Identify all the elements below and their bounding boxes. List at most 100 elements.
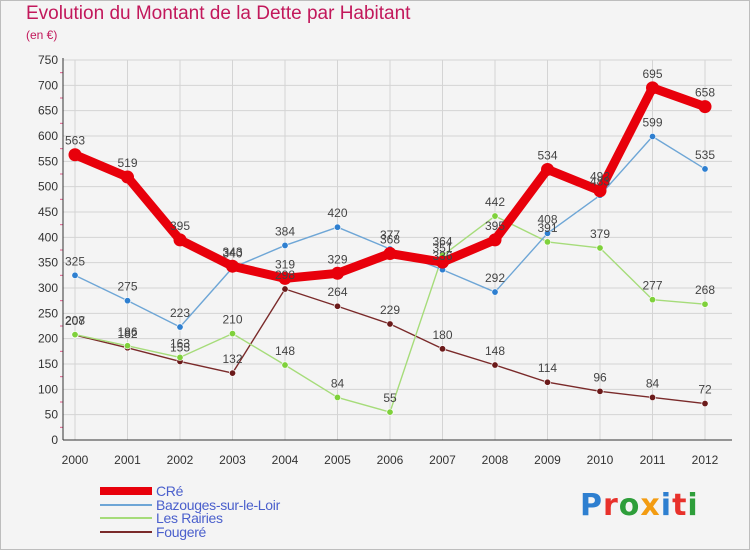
x-tick-label: 2005 — [324, 453, 351, 467]
data-label: 182 — [117, 327, 137, 341]
data-point — [68, 148, 82, 162]
data-point — [333, 393, 341, 401]
x-tick-label: 2012 — [692, 453, 719, 467]
data-label: 155 — [170, 340, 190, 354]
data-point — [596, 387, 604, 395]
data-point — [71, 331, 79, 339]
y-tick-label: 550 — [38, 154, 58, 168]
y-tick-label: 700 — [38, 78, 58, 92]
logo-letter: t — [672, 488, 688, 523]
plot-area — [63, 60, 732, 440]
data-label: 377 — [380, 228, 400, 242]
data-label: 442 — [485, 195, 505, 209]
data-point — [333, 223, 341, 231]
data-label: 483 — [590, 174, 610, 188]
series-les-rairies — [71, 212, 709, 416]
data-point — [701, 300, 709, 308]
data-label: 84 — [331, 376, 345, 390]
y-tick-label: 200 — [38, 332, 58, 346]
data-point — [331, 266, 344, 280]
data-point — [281, 285, 289, 293]
data-point — [491, 361, 499, 369]
data-label: 329 — [327, 252, 347, 266]
logo-letter: o — [618, 488, 641, 523]
data-label: 210 — [222, 313, 242, 327]
x-tick-label: 2001 — [114, 453, 141, 467]
x-tick-label: 2009 — [534, 453, 561, 467]
data-point — [386, 320, 394, 328]
data-point — [383, 247, 397, 261]
data-label: 186 — [117, 325, 137, 339]
data-point — [698, 100, 712, 114]
y-tick-label: 650 — [38, 104, 58, 118]
legend-swatch — [100, 487, 152, 495]
data-point — [593, 184, 607, 198]
data-label: 148 — [275, 344, 295, 358]
x-tick-label: 2008 — [482, 453, 509, 467]
data-label: 599 — [642, 116, 662, 130]
data-label: 114 — [538, 361, 557, 375]
data-label: 351 — [432, 241, 452, 255]
data-point — [596, 244, 604, 252]
chart-title: Evolution du Montant de la Dette par Hab… — [26, 3, 411, 24]
data-point — [124, 297, 132, 305]
y-tick-label: 400 — [38, 230, 58, 244]
legend-label: Les Rairies — [156, 510, 223, 526]
data-label: 72 — [698, 383, 712, 397]
data-point — [646, 81, 659, 95]
data-label: 325 — [65, 254, 85, 268]
data-label: 563 — [65, 134, 85, 148]
data-label: 132 — [222, 352, 242, 366]
y-tick-label: 350 — [38, 256, 58, 270]
data-label: 207 — [65, 314, 85, 328]
logo-letter: x — [640, 488, 661, 523]
data-label: 340 — [222, 247, 242, 261]
data-label: 180 — [432, 328, 452, 342]
legend-label: Bazouges-sur-le-Loir — [156, 496, 280, 513]
y-tick-label: 150 — [38, 357, 58, 371]
legend-label: Fougeré — [156, 523, 207, 540]
data-label: 343 — [222, 245, 242, 259]
data-label: 229 — [380, 303, 400, 317]
data-point — [71, 271, 79, 279]
data-point — [543, 378, 551, 386]
data-label: 292 — [485, 271, 505, 285]
x-tick-label: 2006 — [377, 453, 404, 467]
y-tick-label: 450 — [38, 205, 58, 219]
data-point — [438, 345, 446, 353]
data-label: 391 — [537, 221, 557, 235]
x-tick-label: 2002 — [167, 453, 194, 467]
data-label: 84 — [646, 376, 660, 390]
series-cre — [68, 81, 712, 285]
data-point — [701, 165, 709, 173]
data-point — [173, 233, 187, 247]
data-point — [543, 238, 551, 246]
y-tick-label: 750 — [38, 53, 58, 67]
data-point — [281, 361, 289, 369]
y-tick-label: 0 — [51, 433, 58, 447]
data-point — [333, 302, 341, 310]
legend-swatch — [100, 530, 152, 533]
data-point — [648, 393, 656, 401]
data-point — [436, 255, 449, 269]
data-label: 319 — [275, 257, 295, 271]
data-point — [121, 170, 134, 184]
proxiti-logo: Proxiti — [580, 488, 699, 523]
x-tick-label: 2007 — [429, 453, 456, 467]
data-point — [648, 133, 656, 141]
data-label: 534 — [537, 148, 557, 162]
y-tick-label: 600 — [38, 129, 58, 143]
data-point — [701, 400, 709, 408]
data-label: 55 — [383, 391, 397, 405]
data-label: 277 — [642, 279, 662, 293]
data-label: 163 — [170, 336, 190, 350]
data-label: 420 — [327, 206, 347, 220]
y-tick-label: 300 — [38, 281, 58, 295]
chart-subtitle: (en €) — [26, 28, 58, 42]
data-label: 395 — [485, 219, 505, 233]
data-label: 268 — [695, 283, 715, 297]
data-point — [124, 342, 132, 350]
data-label: 148 — [485, 344, 505, 358]
data-label: 264 — [327, 285, 347, 299]
